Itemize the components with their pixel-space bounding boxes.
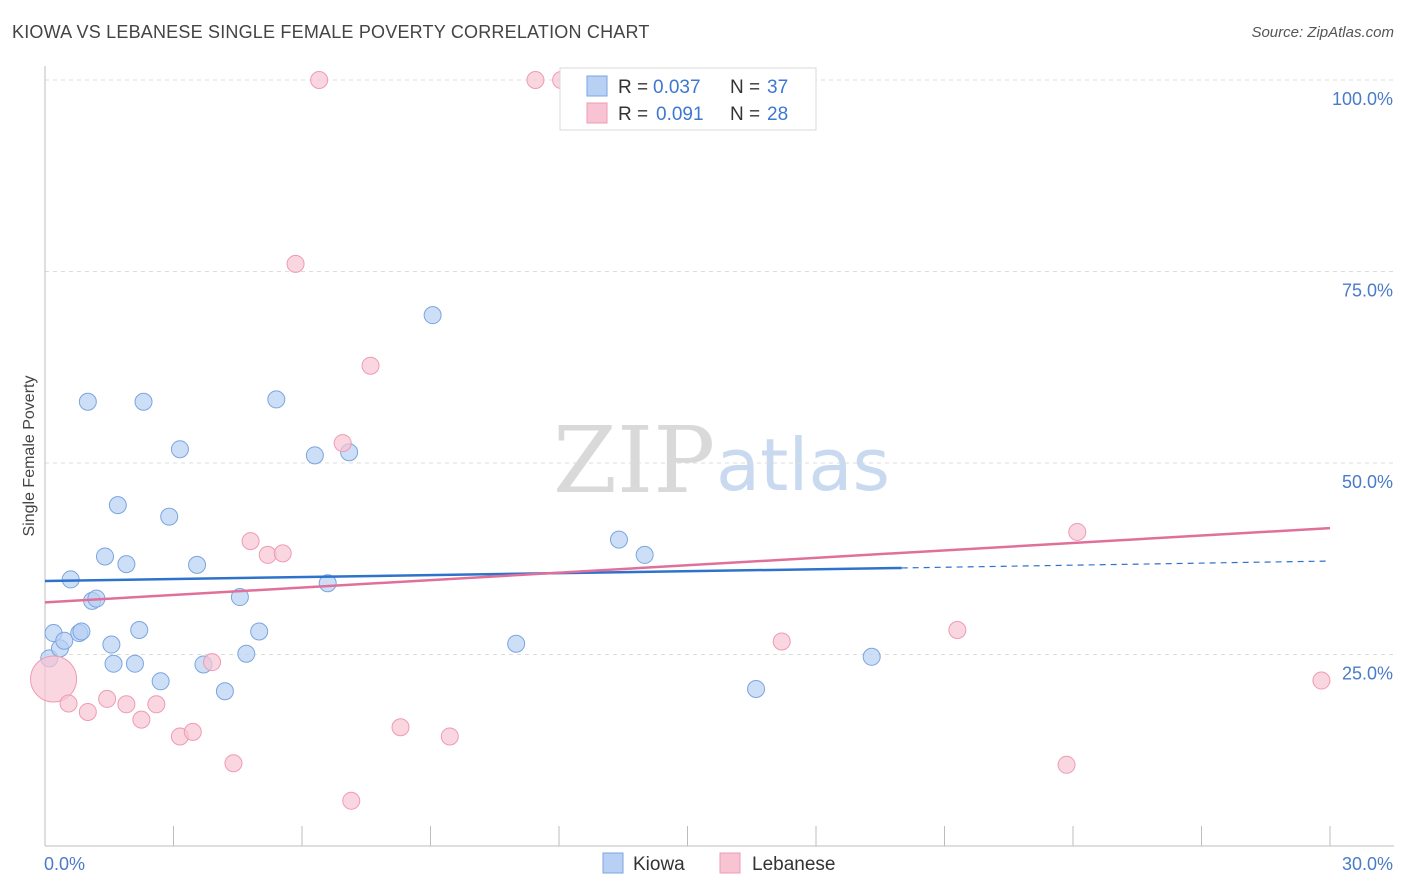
lebanese-point [147, 695, 166, 714]
y-axis-tick-labels: 25.0% 50.0% 75.0% 100.0% [1332, 89, 1393, 684]
bottom-legend-kiowa-swatch [602, 852, 624, 874]
bottom-legend-lebanese-swatch [719, 852, 741, 874]
lebanese-point [273, 544, 292, 563]
lebanese-point [78, 702, 97, 721]
kiowa-point [635, 545, 654, 564]
lebanese-trend-line [44, 526, 1331, 604]
y-tick-label: 25.0% [1342, 664, 1393, 684]
lebanese-point [59, 694, 78, 713]
correlation-legend: R = 0.037 N = 37 R = 0.091 N = 28 [559, 67, 817, 131]
kiowa-point [102, 635, 121, 654]
watermark-atlas: atlas [716, 423, 890, 507]
watermark-zip: ZIP [553, 407, 715, 514]
lebanese-point [1068, 522, 1087, 541]
lebanese-point [948, 620, 967, 639]
lebanese-point [98, 689, 117, 708]
legend-lebanese-n-value: 28 [767, 104, 788, 125]
kiowa-point [72, 622, 91, 641]
lebanese-point [772, 632, 791, 651]
kiowa-point [125, 654, 144, 673]
gridlines [45, 79, 1394, 655]
kiowa-point [230, 588, 249, 607]
kiowa-point [134, 392, 153, 411]
legend-kiowa-n-value: 37 [767, 77, 788, 98]
lebanese-point [203, 653, 222, 672]
kiowa-point [250, 622, 269, 641]
lebanese-point [310, 71, 329, 89]
kiowa-point [117, 555, 136, 574]
legend-kiowa-swatch [586, 75, 608, 97]
lebanese-point [183, 722, 202, 741]
lebanese-point [117, 695, 136, 714]
lebanese-point [526, 71, 545, 89]
kiowa-point [747, 679, 766, 698]
legend-lebanese-r-value: 0.091 [656, 104, 704, 125]
kiowa-point [104, 654, 123, 673]
x-tick-label-min: 0.0% [44, 854, 85, 874]
kiowa-trend-extension [901, 560, 1331, 569]
lebanese-point [361, 356, 380, 375]
lebanese-point [258, 545, 277, 564]
kiowa-point [423, 306, 442, 325]
kiowa-point [507, 634, 526, 653]
lebanese-point [1312, 671, 1331, 690]
kiowa-point [55, 631, 74, 650]
kiowa-point [78, 392, 97, 411]
lebanese-point [342, 791, 361, 810]
kiowa-point [151, 672, 170, 691]
kiowa-point [267, 390, 286, 409]
lebanese-point [1057, 755, 1076, 774]
y-axis-label: Single Female Poverty [21, 376, 38, 537]
kiowa-point [95, 547, 114, 566]
kiowa-series [40, 306, 881, 701]
chart-title: KIOWA VS LEBANESE SINGLE FEMALE POVERTY … [12, 22, 650, 42]
source-label: Source: ZipAtlas.com [1251, 24, 1394, 41]
kiowa-point [170, 440, 189, 459]
lebanese-point [440, 727, 459, 746]
lebanese-point [391, 718, 410, 737]
lebanese-point [224, 754, 243, 773]
y-tick-label: 50.0% [1342, 472, 1393, 492]
kiowa-trend-line [44, 566, 902, 583]
kiowa-point [609, 530, 628, 549]
y-tick-label: 100.0% [1332, 89, 1393, 109]
kiowa-point [305, 446, 324, 465]
kiowa-point [188, 555, 207, 574]
kiowa-point [108, 496, 127, 515]
lebanese-point [286, 254, 305, 273]
legend-lebanese-r-label: R = [618, 104, 648, 125]
lebanese-point [132, 710, 151, 729]
kiowa-point [862, 647, 881, 666]
kiowa-point [237, 644, 256, 663]
kiowa-point [215, 682, 234, 701]
lebanese-point [30, 655, 78, 703]
kiowa-point [130, 620, 149, 639]
lebanese-point [333, 434, 352, 453]
legend-kiowa-n-label: N = [730, 77, 760, 98]
legend-lebanese-swatch [586, 102, 608, 124]
series-legend: Kiowa Lebanese [602, 852, 835, 875]
legend-kiowa-r-label: R = [618, 77, 648, 98]
legend-kiowa-r-value: 0.037 [653, 77, 701, 98]
bottom-legend-kiowa-label: Kiowa [633, 854, 685, 875]
bottom-legend-lebanese-label: Lebanese [752, 854, 835, 875]
x-tick-label-max: 30.0% [1342, 854, 1393, 874]
legend-lebanese-n-label: N = [730, 104, 760, 125]
trend-lines [44, 526, 1331, 604]
x-axis-ticks [44, 826, 1331, 846]
kiowa-point [160, 507, 179, 526]
lebanese-point [241, 532, 260, 551]
y-tick-label: 75.0% [1342, 281, 1393, 301]
